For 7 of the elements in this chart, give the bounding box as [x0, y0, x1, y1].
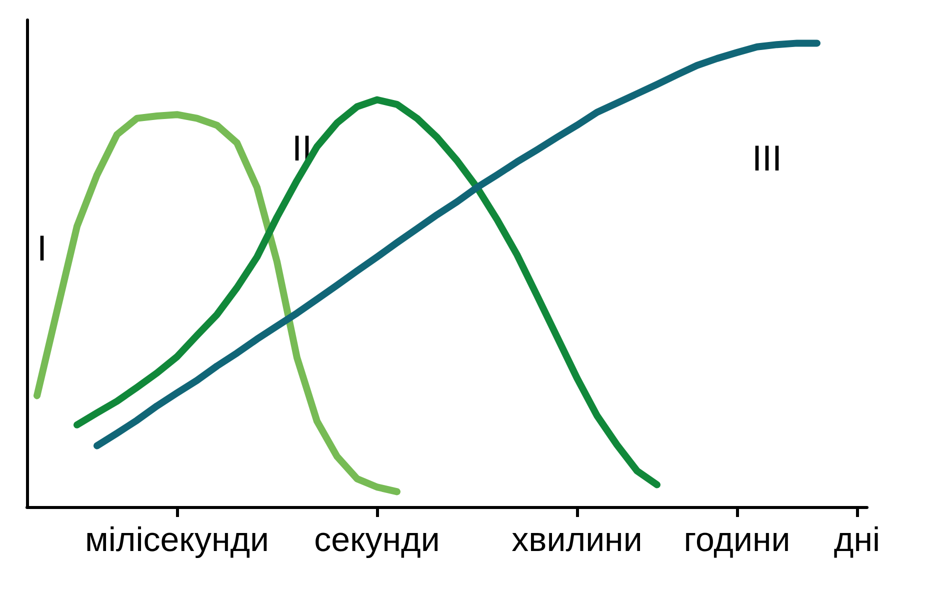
x-tick-label: хвилини — [512, 521, 642, 559]
annotation: III — [752, 138, 782, 178]
x-tick-label: години — [684, 521, 790, 559]
x-tick-label: секунди — [314, 521, 440, 559]
x-tick-label: дні — [834, 521, 880, 559]
x-tick-label: мілісекунди — [84, 521, 270, 559]
annotation: I — [37, 228, 48, 268]
